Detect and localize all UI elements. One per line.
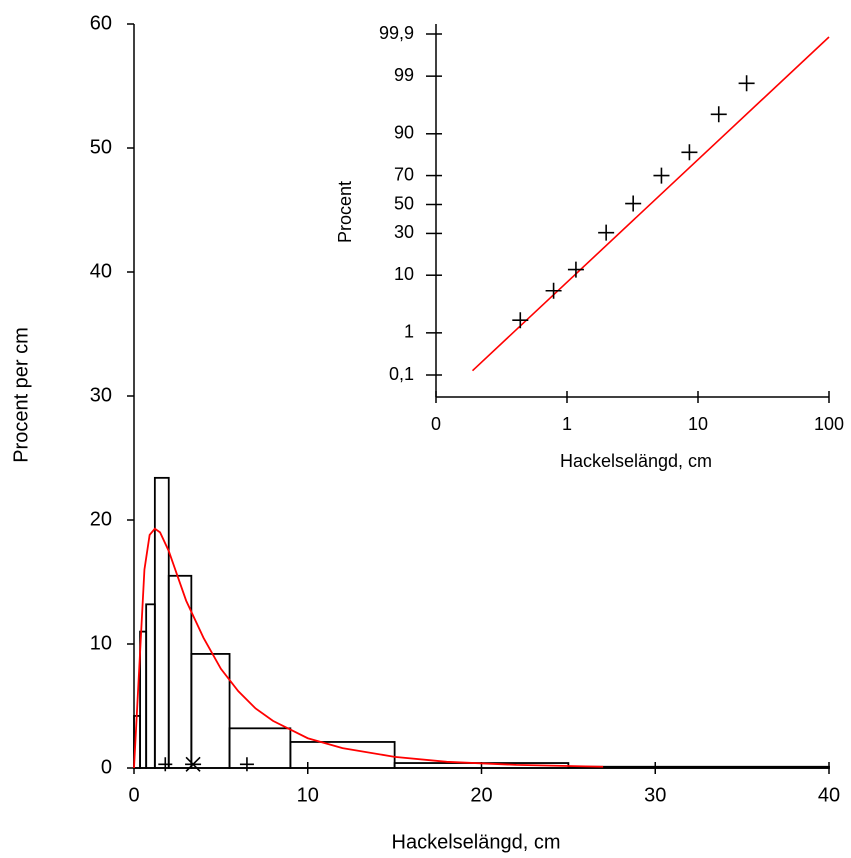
- data-point: [625, 195, 642, 212]
- percentile-marker: [239, 757, 254, 772]
- x-tick-label: 0: [431, 414, 441, 434]
- y-tick-label: 99: [394, 65, 414, 85]
- median-marker: [185, 756, 202, 772]
- x-tick-label: 10: [688, 414, 708, 434]
- histogram-bar: [153, 476, 170, 769]
- y-tick-label: 50: [394, 193, 414, 213]
- data-point: [512, 312, 529, 329]
- histogram-bar: [190, 653, 231, 769]
- histogram-bar: [289, 741, 396, 769]
- y-tick-label: 90: [394, 123, 414, 143]
- histogram-bar: [567, 765, 830, 769]
- x-tick-label: 30: [644, 784, 666, 806]
- histogram-bar: [228, 727, 292, 769]
- histogram-bar: [139, 630, 148, 769]
- y-tick-label: 70: [394, 164, 414, 184]
- x-tick-label: 10: [297, 784, 319, 806]
- fit-line: [471, 36, 830, 372]
- x-axis-label: Hackelselängd, cm: [560, 451, 712, 471]
- x-tick-label: 1: [562, 414, 572, 434]
- density-curve: [133, 527, 604, 769]
- y-tick-label: 60: [90, 12, 112, 34]
- x-tick-label: 0: [128, 784, 139, 806]
- x-tick-label: 20: [470, 784, 492, 806]
- data-point: [653, 167, 670, 184]
- y-tick-label: 99,9: [379, 23, 414, 43]
- y-tick-label: 1: [404, 322, 414, 342]
- y-tick-label: 30: [90, 384, 112, 406]
- data-point: [598, 224, 615, 241]
- y-tick-label: 10: [90, 632, 112, 654]
- x-tick-label: 100: [814, 414, 844, 434]
- y-tick-label: 20: [90, 508, 112, 530]
- y-tick-label: 10: [394, 264, 414, 284]
- y-axis-label: Procent: [335, 181, 355, 243]
- y-tick-label: 30: [394, 222, 414, 242]
- y-tick-label: 0,1: [389, 364, 414, 384]
- data-point: [681, 144, 698, 161]
- y-tick-label: 0: [101, 756, 112, 778]
- inset-chart: 0,1 1 10 30 50 70 90 99 99,9 0 1 10 100 Hackelselängd…: [335, 23, 844, 471]
- data-point: [545, 282, 562, 299]
- y-tick-label: 40: [90, 260, 112, 282]
- x-axis-label: Hackelselängd, cm: [392, 831, 561, 853]
- percentile-marker: [158, 757, 173, 772]
- y-axis-label: Procent per cm: [10, 327, 32, 463]
- data-point: [738, 75, 755, 92]
- data-point: [567, 261, 584, 278]
- x-tick-label: 40: [818, 784, 840, 806]
- histogram-bar: [145, 603, 156, 769]
- y-tick-label: 50: [90, 136, 112, 158]
- data-point: [710, 106, 727, 123]
